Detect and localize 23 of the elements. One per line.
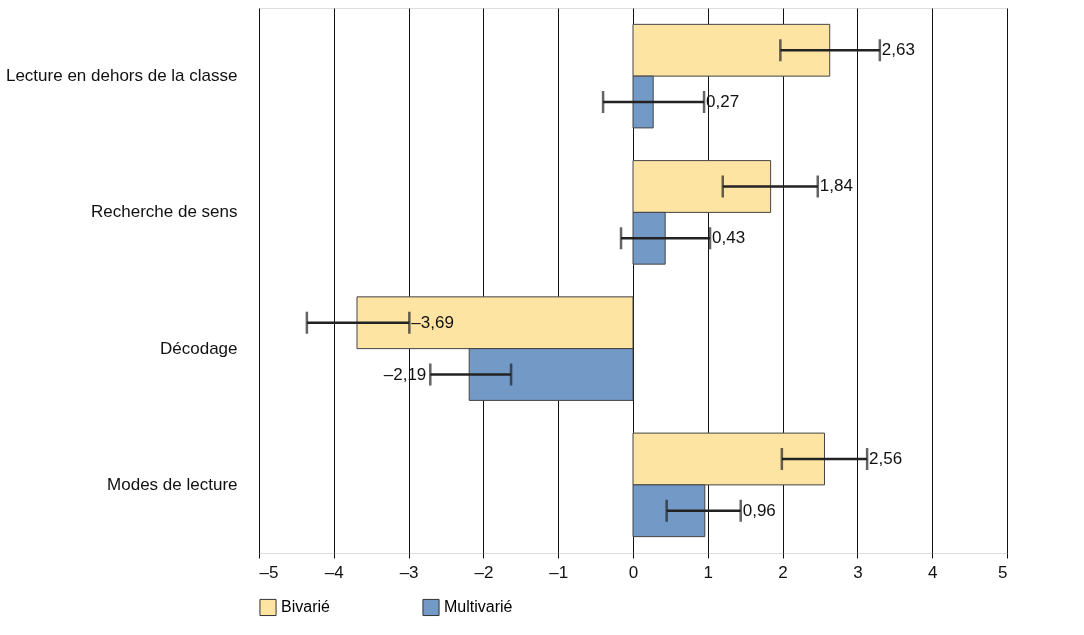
x-tick-label: 2 xyxy=(778,562,788,582)
x-tick-label: 4 xyxy=(927,562,938,582)
x-tick-label: –2 xyxy=(474,562,494,582)
data-label: 0,43 xyxy=(712,228,746,248)
data-label: 2,56 xyxy=(869,448,903,468)
data-label: 2,63 xyxy=(881,40,915,60)
data-label: –3,69 xyxy=(411,312,454,332)
x-tick-label: –4 xyxy=(324,562,344,582)
x-tick-label: –1 xyxy=(549,562,569,582)
legend-label: Bivarié xyxy=(281,598,331,616)
data-label: 1,84 xyxy=(819,176,853,196)
x-tick-label: 3 xyxy=(853,562,863,582)
data-label: 0,96 xyxy=(742,500,776,520)
y-tick-label: Décodage xyxy=(159,338,238,358)
y-tick-label: Lecture en dehors de la classe xyxy=(5,66,238,86)
x-tick-label: 5 xyxy=(998,562,1008,582)
x-tick-label: 0 xyxy=(628,562,639,582)
x-tick-label: –3 xyxy=(399,562,419,582)
x-tick-label: –5 xyxy=(259,562,279,582)
y-tick-label: Recherche de sens xyxy=(91,202,238,222)
legend-label: Multivarié xyxy=(444,598,513,616)
y-tick-label: Modes de lecture xyxy=(107,474,238,494)
x-tick-label: 1 xyxy=(703,562,714,582)
